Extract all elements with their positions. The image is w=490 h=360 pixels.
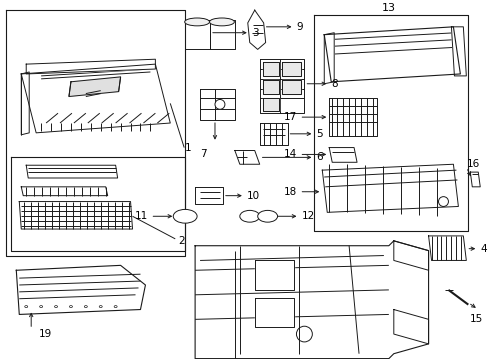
Ellipse shape <box>258 210 277 222</box>
Polygon shape <box>21 64 171 133</box>
Polygon shape <box>195 241 429 359</box>
Ellipse shape <box>185 18 210 26</box>
Polygon shape <box>255 298 294 327</box>
Polygon shape <box>200 89 235 120</box>
Polygon shape <box>282 62 301 76</box>
Polygon shape <box>263 80 279 94</box>
Text: 18: 18 <box>284 187 297 197</box>
Text: 1: 1 <box>185 143 192 153</box>
Polygon shape <box>185 20 210 49</box>
Polygon shape <box>26 59 155 74</box>
Text: 8: 8 <box>331 79 338 89</box>
Polygon shape <box>282 80 301 94</box>
Text: 10: 10 <box>247 191 260 201</box>
Polygon shape <box>195 187 223 204</box>
Ellipse shape <box>24 306 28 307</box>
Polygon shape <box>260 59 304 113</box>
Polygon shape <box>394 241 429 270</box>
Ellipse shape <box>99 306 102 307</box>
Ellipse shape <box>210 18 234 26</box>
Polygon shape <box>329 99 377 136</box>
Polygon shape <box>329 148 357 162</box>
Text: 3: 3 <box>252 28 258 38</box>
Polygon shape <box>6 10 185 256</box>
Text: 11: 11 <box>135 211 148 221</box>
Polygon shape <box>21 72 29 135</box>
Polygon shape <box>248 10 266 49</box>
Polygon shape <box>19 202 132 229</box>
Ellipse shape <box>173 210 197 223</box>
Text: 6: 6 <box>317 152 323 162</box>
Polygon shape <box>235 150 260 164</box>
Text: 16: 16 <box>466 159 480 169</box>
Polygon shape <box>429 236 466 260</box>
Text: 15: 15 <box>470 314 484 324</box>
Polygon shape <box>263 62 279 76</box>
Ellipse shape <box>84 306 87 307</box>
Text: 5: 5 <box>317 129 323 139</box>
Polygon shape <box>322 164 458 212</box>
Text: 9: 9 <box>296 22 303 32</box>
Polygon shape <box>263 98 279 111</box>
Ellipse shape <box>215 99 225 109</box>
Polygon shape <box>470 172 480 187</box>
Text: 2: 2 <box>178 236 185 246</box>
Ellipse shape <box>54 306 57 307</box>
Polygon shape <box>26 165 118 178</box>
Ellipse shape <box>240 210 260 222</box>
Polygon shape <box>16 265 146 314</box>
Polygon shape <box>255 260 294 290</box>
Ellipse shape <box>70 306 73 307</box>
Text: 12: 12 <box>301 211 315 221</box>
Polygon shape <box>21 187 108 196</box>
Ellipse shape <box>114 306 117 307</box>
Polygon shape <box>314 15 468 231</box>
Text: 19: 19 <box>39 329 52 339</box>
Text: 4: 4 <box>480 244 487 254</box>
Text: 14: 14 <box>284 149 297 159</box>
Polygon shape <box>210 20 235 49</box>
Polygon shape <box>451 27 466 76</box>
Text: 7: 7 <box>200 149 207 159</box>
Text: 17: 17 <box>284 112 297 122</box>
Polygon shape <box>69 77 121 96</box>
Polygon shape <box>394 310 429 344</box>
Polygon shape <box>324 33 334 84</box>
Ellipse shape <box>40 306 43 307</box>
Polygon shape <box>260 123 288 145</box>
Polygon shape <box>324 27 461 82</box>
Polygon shape <box>11 157 185 251</box>
Text: 13: 13 <box>382 3 396 13</box>
